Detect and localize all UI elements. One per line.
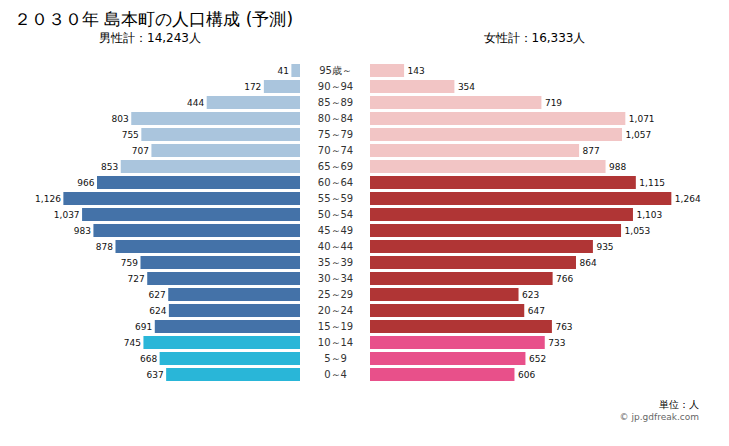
- svg-text:65～69: 65～69: [318, 161, 353, 172]
- svg-text:864: 864: [579, 258, 596, 268]
- svg-text:733: 733: [548, 338, 565, 348]
- svg-text:624: 624: [149, 306, 166, 316]
- svg-text:1,071: 1,071: [629, 114, 655, 124]
- svg-text:637: 637: [146, 370, 163, 380]
- svg-text:1,103: 1,103: [636, 210, 662, 220]
- svg-text:763: 763: [555, 322, 572, 332]
- svg-text:1,037: 1,037: [54, 210, 80, 220]
- svg-text:719: 719: [545, 98, 562, 108]
- html-text:２０３０年 島本町の人口構成 (予測): ２０３０年 島本町の人口構成 (予測): [14, 9, 294, 29]
- svg-text:444: 444: [187, 98, 204, 108]
- svg-text:15～19: 15～19: [318, 321, 353, 332]
- svg-text:691: 691: [135, 322, 152, 332]
- svg-text:41: 41: [277, 66, 288, 76]
- svg-text:60～64: 60～64: [318, 177, 353, 188]
- svg-text:20～24: 20～24: [318, 305, 353, 316]
- svg-text:707: 707: [132, 146, 149, 156]
- svg-text:35～39: 35～39: [318, 257, 353, 268]
- svg-text:75～79: 75～79: [318, 129, 353, 140]
- html-text:男性計：14,243人: 男性計：14,243人: [99, 31, 201, 45]
- svg-text:983: 983: [74, 226, 91, 236]
- svg-text:80～84: 80～84: [318, 113, 353, 124]
- svg-text:85～89: 85～89: [318, 97, 353, 108]
- svg-text:70～74: 70～74: [318, 145, 353, 156]
- svg-text:647: 647: [528, 306, 545, 316]
- svg-text:759: 759: [121, 258, 138, 268]
- svg-text:606: 606: [518, 370, 535, 380]
- svg-text:935: 935: [596, 242, 613, 252]
- svg-text:172: 172: [244, 82, 261, 92]
- svg-text:1,126: 1,126: [35, 194, 61, 204]
- svg-text:55～59: 55～59: [318, 193, 353, 204]
- svg-text:755: 755: [122, 130, 139, 140]
- svg-text:40～44: 40～44: [318, 241, 353, 252]
- svg-text:1,053: 1,053: [625, 226, 651, 236]
- svg-text:90～94: 90～94: [318, 81, 353, 92]
- svg-text:5～9: 5～9: [324, 353, 347, 364]
- svg-text:143: 143: [408, 66, 425, 76]
- svg-text:668: 668: [140, 354, 157, 364]
- svg-text:45～49: 45～49: [318, 225, 353, 236]
- svg-text:627: 627: [149, 290, 166, 300]
- svg-text:766: 766: [556, 274, 573, 284]
- svg-text:354: 354: [458, 82, 475, 92]
- svg-text:853: 853: [101, 162, 118, 172]
- svg-text:877: 877: [583, 146, 600, 156]
- svg-text:988: 988: [609, 162, 626, 172]
- svg-text:95歳～: 95歳～: [319, 65, 352, 76]
- svg-text:1,115: 1,115: [639, 178, 665, 188]
- svg-text:10～14: 10～14: [318, 337, 353, 348]
- svg-text:623: 623: [522, 290, 539, 300]
- svg-text:50～54: 50～54: [318, 209, 353, 220]
- svg-text:1,264: 1,264: [675, 194, 701, 204]
- html-text:単位：人: 単位：人: [659, 399, 699, 410]
- svg-text:878: 878: [96, 242, 113, 252]
- svg-text:25～29: 25～29: [318, 289, 353, 300]
- svg-text:745: 745: [124, 338, 141, 348]
- svg-text:966: 966: [77, 178, 94, 188]
- svg-text:727: 727: [128, 274, 145, 284]
- svg-text:30～34: 30～34: [318, 273, 353, 284]
- svg-text:1,057: 1,057: [625, 130, 651, 140]
- svg-text:652: 652: [529, 354, 546, 364]
- svg-text:803: 803: [112, 114, 129, 124]
- svg-text:0～4: 0～4: [324, 369, 347, 380]
- html-text:女性計：16,333人: 女性計：16,333人: [483, 31, 586, 45]
- html-text:© jp.gdfreak.com: © jp.gdfreak.com: [619, 412, 699, 422]
